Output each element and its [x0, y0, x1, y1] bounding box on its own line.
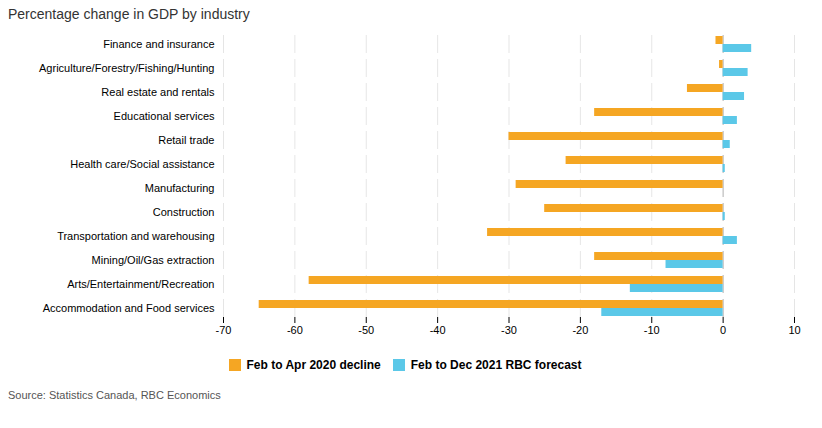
- svg-text:Manufacturing: Manufacturing: [145, 182, 215, 194]
- svg-text:Transportation and warehousing: Transportation and warehousing: [57, 230, 214, 242]
- svg-text:-40: -40: [430, 324, 446, 336]
- svg-text:Retail trade: Retail trade: [158, 134, 214, 146]
- svg-text:Arts/Entertainment/Recreation: Arts/Entertainment/Recreation: [67, 278, 214, 290]
- svg-text:Agriculture/Forestry/Fishing/H: Agriculture/Forestry/Fishing/Hunting: [39, 62, 214, 74]
- svg-text:10: 10: [788, 324, 800, 336]
- svg-text:-50: -50: [358, 324, 374, 336]
- svg-text:Finance and insurance: Finance and insurance: [103, 38, 214, 50]
- html-text:Feb to Apr 2020 decline: Feb to Apr 2020 decline: [246, 357, 381, 372]
- svg-text:-70: -70: [216, 324, 232, 336]
- svg-text:-10: -10: [644, 324, 660, 336]
- html-text:Feb to Dec 2021 RBC forecast: Feb to Dec 2021 RBC forecast: [410, 357, 582, 372]
- svg-text:Health care/Social assistance: Health care/Social assistance: [70, 158, 214, 170]
- svg-text:-30: -30: [501, 324, 517, 336]
- svg-text:Accommodation and Food service: Accommodation and Food services: [43, 302, 215, 314]
- html-text:Percentage change in GDP by in: Percentage change in GDP by industry: [8, 6, 250, 22]
- svg-text:-60: -60: [287, 324, 303, 336]
- svg-text:Real estate and rentals: Real estate and rentals: [101, 86, 215, 98]
- html-text:Source: Statistics Canada, RBC: Source: Statistics Canada, RBC Economics: [8, 389, 221, 401]
- svg-text:Mining/Oil/Gas extraction: Mining/Oil/Gas extraction: [92, 254, 215, 266]
- svg-text:-20: -20: [572, 324, 588, 336]
- svg-text:0: 0: [720, 324, 726, 336]
- svg-text:Educational services: Educational services: [114, 110, 215, 122]
- svg-text:Construction: Construction: [153, 206, 215, 218]
